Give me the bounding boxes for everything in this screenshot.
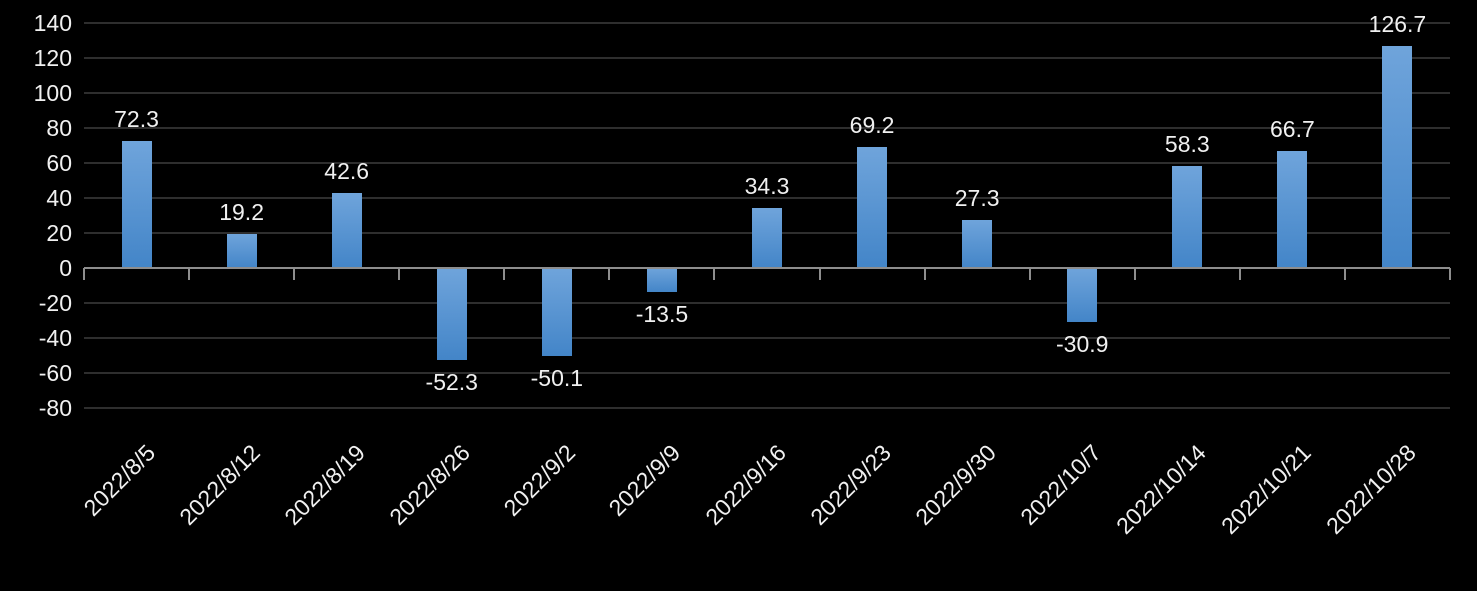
bar-2022/10/7: [1067, 268, 1098, 323]
x-axis-tick: [188, 268, 191, 280]
bar-value-label: 34.3: [744, 172, 790, 199]
x-axis-tick-label: 2022/8/26: [384, 439, 476, 531]
x-axis-tick: [293, 268, 296, 280]
y-gridline: [84, 57, 1450, 59]
y-gridline: [84, 407, 1450, 409]
bar-2022/9/2: [541, 268, 572, 356]
bar-2022/10/21: [1277, 151, 1308, 268]
x-axis-tick: [1028, 268, 1031, 280]
y-gridline: [84, 372, 1450, 374]
bar-value-label: -52.3: [425, 368, 478, 395]
x-axis-tick: [83, 268, 85, 280]
bar-value-label: -13.5: [635, 300, 689, 327]
bar-2022/9/23: [857, 146, 888, 268]
y-axis-tick-label: 100: [33, 80, 72, 106]
x-axis-line: [84, 267, 1450, 269]
bar-2022/8/19: [331, 193, 362, 268]
y-gridline: [84, 197, 1450, 199]
bar-2022/9/30: [962, 220, 993, 268]
bar-value-label: 126.7: [1368, 11, 1427, 38]
x-axis-tick-label: 2022/8/5: [78, 439, 161, 521]
x-axis-tick-label: 2022/9/2: [498, 439, 581, 521]
x-axis-tick-label: 2022/8/19: [279, 439, 371, 531]
bar-value-label: 27.3: [954, 185, 1000, 212]
x-axis-tick: [1449, 268, 1451, 280]
y-axis-tick-label: -60: [38, 360, 72, 386]
y-gridline: [84, 22, 1450, 24]
bar-value-label: -30.9: [1056, 331, 1109, 358]
y-gridline: [84, 92, 1450, 94]
x-axis-tick-label: 2022/9/16: [699, 439, 791, 531]
bar-2022/8/26: [436, 268, 467, 360]
bar-value-label: 66.7: [1269, 116, 1315, 143]
y-gridline: [84, 162, 1450, 164]
bar-2022/9/9: [646, 268, 677, 292]
x-axis-tick-label: 2022/10/21: [1216, 439, 1317, 540]
bar-2022/9/16: [752, 207, 782, 268]
x-axis-tick-label: 2022/9/23: [805, 439, 896, 531]
x-axis-tick: [1133, 268, 1136, 280]
x-axis-tick: [503, 268, 506, 280]
bar-value-label: -50.1: [530, 364, 584, 391]
y-gridline: [84, 302, 1450, 304]
bar-2022/10/14: [1172, 165, 1203, 268]
x-axis-tick-label: 2022/9/9: [603, 439, 686, 521]
y-axis-tick-label: -40: [38, 325, 72, 351]
bar-value-label: 19.2: [219, 199, 264, 226]
x-axis-tick-label: 2022/8/12: [174, 439, 266, 531]
x-axis-tick: [818, 268, 821, 280]
bar-value-label: 69.2: [849, 111, 895, 138]
y-axis-tick-label: 0: [59, 255, 72, 281]
y-axis-tick-label: 40: [46, 185, 72, 211]
bar-2022/8/12: [226, 234, 257, 268]
y-axis-tick-label: 140: [33, 10, 72, 36]
y-axis-tick-label: 120: [33, 45, 72, 71]
y-axis-tick-label: 80: [46, 115, 72, 141]
x-axis-tick-label: 2022/10/28: [1321, 439, 1422, 540]
y-axis-tick-label: 20: [46, 220, 72, 246]
bar-value-label: 42.6: [324, 158, 370, 185]
bar-value-label: 72.3: [114, 106, 159, 133]
bar-value-label: 58.3: [1164, 130, 1210, 157]
x-axis-tick: [1343, 268, 1346, 280]
x-axis-tick-label: 2022/10/14: [1111, 439, 1211, 540]
x-axis-tick: [608, 268, 611, 280]
x-axis-tick-label: 2022/10/7: [1015, 439, 1106, 531]
bar-2022/10/28: [1382, 46, 1413, 268]
x-axis-tick: [1238, 268, 1241, 280]
y-gridline: [84, 127, 1450, 129]
bar-2022/8/5: [121, 141, 152, 268]
y-axis-tick-label: 60: [46, 150, 72, 176]
y-axis-tick-label: -80: [38, 395, 72, 421]
x-axis-tick: [713, 268, 716, 280]
x-axis-tick: [398, 268, 401, 280]
y-axis-tick-label: -20: [38, 290, 72, 316]
x-axis-tick: [923, 268, 926, 280]
y-gridline: [84, 337, 1450, 339]
x-axis-tick-label: 2022/9/30: [910, 439, 1001, 531]
